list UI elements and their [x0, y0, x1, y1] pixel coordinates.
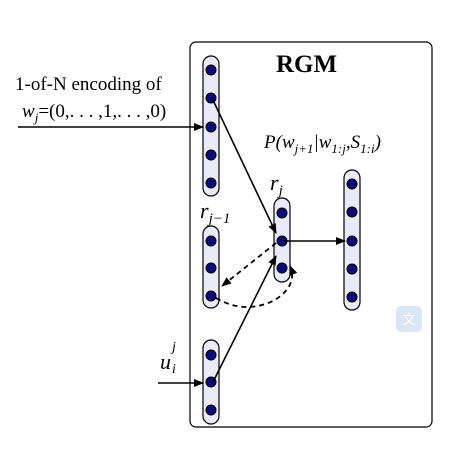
context-to-hidden-arrow: [212, 255, 277, 383]
current-hidden-column: [273, 197, 291, 283]
prob-given: |w: [313, 132, 332, 153]
prob-s-sub: 1:i: [360, 141, 375, 156]
rgm-box: [189, 41, 433, 428]
encoding-label-line1: 1-of-N encoding of: [15, 74, 162, 95]
encoding-label-line2: wj=(0,. . . ,1,. . . ,0): [22, 102, 166, 124]
prob-s: ,S: [345, 132, 361, 153]
prob-p: P(: [264, 132, 282, 153]
context-vector-sub: i: [172, 362, 176, 377]
prob-w-next: w: [281, 132, 295, 153]
input-node: [205, 149, 217, 161]
probability-label: P(wj+1|w1:j,S1:i): [264, 133, 381, 155]
context-vector-sup: j: [172, 340, 176, 355]
context-input-node: [205, 349, 217, 361]
previous-hidden-node: [205, 262, 217, 274]
previous-hidden-node: [205, 235, 217, 247]
prob-history-sub: 1:j: [331, 141, 346, 156]
previous-state-var: r: [200, 198, 209, 223]
encoding-var: w: [22, 101, 35, 122]
encoding-var-sub: j: [34, 110, 39, 125]
input-node: [205, 64, 217, 76]
input-node: [205, 177, 217, 189]
output-node: [346, 206, 358, 218]
previous-state-label: rj−1: [200, 200, 230, 227]
input-node: [205, 121, 217, 133]
recurrent-feedback-arrow: [215, 265, 298, 308]
current-hidden-node: [276, 207, 288, 219]
model-title: RGM: [276, 51, 338, 78]
output-node: [346, 263, 358, 275]
output-node: [346, 291, 358, 303]
hidden-state-label: rj: [270, 172, 283, 199]
output-layer-column: [343, 169, 361, 311]
recurrent-copy-arrow: [221, 242, 277, 287]
previous-hidden-column: [202, 225, 220, 309]
svg-text:文: 文: [402, 313, 415, 328]
context-vector-var: u: [160, 349, 171, 374]
translate-icon: 文: [396, 306, 422, 332]
context-input-column: [202, 339, 220, 425]
previous-hidden-node: [205, 290, 217, 302]
output-node: [346, 235, 358, 247]
hidden-state-sub: j: [278, 183, 283, 199]
prob-close: ): [374, 132, 381, 153]
input-to-hidden-arrow: [211, 97, 277, 234]
context-vector-label: u j i: [160, 341, 176, 377]
output-node: [346, 178, 358, 190]
previous-state-sub: j−1: [208, 211, 231, 227]
context-input-node: [205, 404, 217, 416]
current-hidden-node: [276, 262, 288, 274]
input-layer-column: [202, 55, 220, 197]
encoding-vector: =(0,. . . ,1,. . . ,0): [38, 101, 167, 122]
hidden-state-var: r: [270, 170, 279, 195]
prob-w-next-sub: j+1: [294, 141, 314, 156]
